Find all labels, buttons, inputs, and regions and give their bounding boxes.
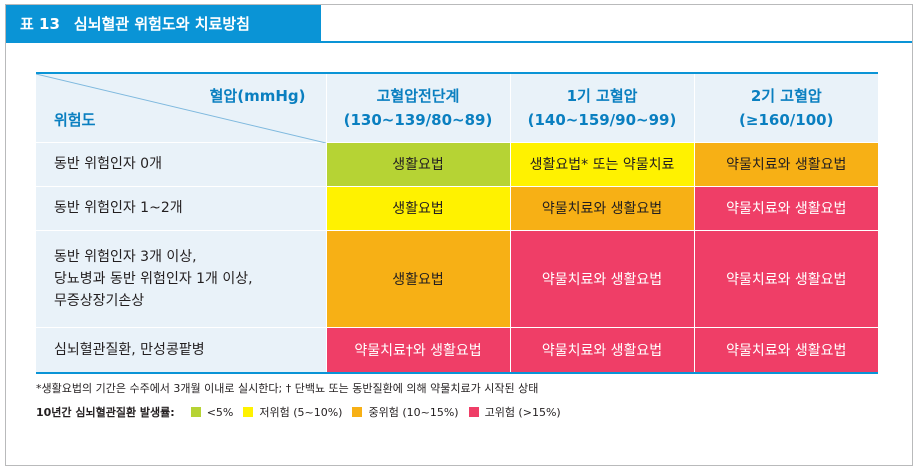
legend-label: 고위험 (>15%) xyxy=(484,406,561,419)
table-title-text: 심뇌혈관 위험도와 치료방침 xyxy=(73,14,250,33)
treatment-cell: 약물치료와 생활요법 xyxy=(694,142,878,187)
table-row: 동반 위험인자 1~2개 생활요법 약물치료와 생활요법 약물치료와 생활요법 xyxy=(36,186,878,231)
legend-label: <5% xyxy=(206,405,234,419)
header-row: 혈압(mmHg) 위험도 고혈압전단계 (130~139/80~89) 1기 고… xyxy=(36,73,878,143)
treatment-cell: 약물치료와 생활요법 xyxy=(694,230,878,328)
legend-swatch-green xyxy=(190,407,201,417)
stage-range: (130~139/80~89) xyxy=(343,110,493,129)
treatment-cell: 생활요법 xyxy=(326,142,511,187)
row-label: 동반 위험인자 1~2개 xyxy=(36,186,327,231)
row-label: 동반 위험인자 0개 xyxy=(36,142,327,187)
treatment-cell: 약물치료와 생활요법 xyxy=(510,230,695,328)
legend-title: 10년간 심뇌혈관질환 발생률: xyxy=(36,406,175,419)
row-label-line: 동반 위험인자 3개 이상, xyxy=(54,248,197,265)
treatment-cell: 생활요법* 또는 약물치료 xyxy=(510,142,695,187)
legend-label: 중위험 (10~15%) xyxy=(368,406,459,419)
risk-table: 혈압(mmHg) 위험도 고혈압전단계 (130~139/80~89) 1기 고… xyxy=(36,72,878,374)
table-row: 심뇌혈관질환, 만성콩팥병 약물치료†와 생활요법 약물치료와 생활요법 약물치… xyxy=(36,327,878,374)
legend-swatch-yellow xyxy=(243,407,254,417)
row-label-line: 무증상장기손상 xyxy=(54,292,145,309)
diagonal-header-cell: 혈압(mmHg) 위험도 xyxy=(36,73,327,143)
treatment-cell: 약물치료와 생활요법 xyxy=(510,327,695,374)
stage-range: (140~159/90~99) xyxy=(527,110,677,129)
legend-item: <5% xyxy=(190,405,234,419)
diagonal-line xyxy=(36,74,326,143)
title-rule xyxy=(6,41,912,43)
treatment-cell: 생활요법 xyxy=(326,186,511,231)
bp-axis-label: 혈압(mmHg) xyxy=(209,87,306,105)
legend-item: 고위험 (>15%) xyxy=(468,404,561,420)
stage-range: (≥160/100) xyxy=(739,110,834,129)
stage-header-prehypertension: 고혈압전단계 (130~139/80~89) xyxy=(326,73,511,143)
table-row: 동반 위험인자 3개 이상, 당뇨병과 동반 위험인자 1개 이상, 무증상장기… xyxy=(36,230,878,328)
table-title: 표 13 심뇌혈관 위험도와 치료방침 xyxy=(6,5,321,41)
stage-name: 1기 고혈압 xyxy=(566,86,638,105)
treatment-cell: 생활요법 xyxy=(326,230,511,328)
legend-item: 저위험 (5~10%) xyxy=(243,404,342,420)
legend-item: 중위험 (10~15%) xyxy=(352,404,459,420)
legend-label: 저위험 (5~10%) xyxy=(259,406,343,419)
row-label: 동반 위험인자 3개 이상, 당뇨병과 동반 위험인자 1개 이상, 무증상장기… xyxy=(36,230,327,328)
stage-header-stage1: 1기 고혈압 (140~159/90~99) xyxy=(510,73,695,143)
treatment-cell: 약물치료와 생활요법 xyxy=(694,186,878,231)
stage-header-stage2: 2기 고혈압 (≥160/100) xyxy=(694,73,878,143)
table-footnote: *생활요법의 기간은 수주에서 3개월 이내로 실시한다; † 단백뇨 또는 동… xyxy=(36,382,539,395)
row-label-line: 당뇨병과 동반 위험인자 1개 이상, xyxy=(54,270,253,287)
table-number: 표 13 xyxy=(20,14,60,33)
treatment-cell: 약물치료와 생활요법 xyxy=(694,327,878,374)
legend-swatch-red xyxy=(468,407,479,417)
legend-swatch-orange xyxy=(352,407,363,417)
risk-legend: 10년간 심뇌혈관질환 발생률: <5% 저위험 (5~10%) 중위험 (10… xyxy=(36,404,571,420)
treatment-cell: 약물치료†와 생활요법 xyxy=(326,327,511,374)
treatment-cell: 약물치료와 생활요법 xyxy=(510,186,695,231)
stage-name: 고혈압전단계 xyxy=(376,86,460,105)
table-row: 동반 위험인자 0개 생활요법 생활요법* 또는 약물치료 약물치료와 생활요법 xyxy=(36,142,878,187)
risk-axis-label: 위험도 xyxy=(54,110,96,129)
stage-name: 2기 고혈압 xyxy=(750,86,822,105)
row-label: 심뇌혈관질환, 만성콩팥병 xyxy=(36,327,327,374)
